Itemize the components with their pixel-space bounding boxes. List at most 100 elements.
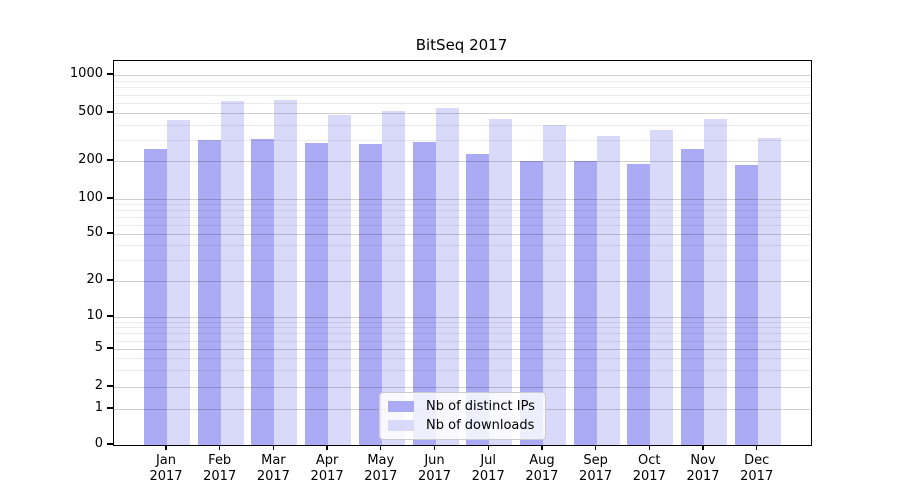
- major-gridline: [114, 317, 811, 318]
- minor-gridline: [114, 80, 811, 82]
- minor-gridline: [114, 224, 811, 226]
- minor-gridline: [114, 327, 811, 329]
- bar-downloads-may: [381, 110, 405, 445]
- y-tick-mark: [107, 197, 113, 199]
- minor-gridline: [114, 139, 811, 141]
- x-tick-label-mar: Mar 2017: [256, 453, 290, 484]
- x-tick-mark: [272, 444, 275, 450]
- minor-gridline: [114, 204, 811, 206]
- bar-distinct-ips-sep: [573, 161, 597, 445]
- y-tick-label: 20: [86, 272, 103, 287]
- plot-area: [113, 60, 812, 446]
- y-tick-mark: [107, 407, 113, 409]
- x-tick-mark: [380, 444, 382, 450]
- minor-gridline: [114, 245, 811, 247]
- y-tick-mark: [107, 159, 113, 161]
- major-gridline: [114, 234, 811, 235]
- legend-swatch-downloads-icon: [388, 420, 414, 431]
- major-gridline: [114, 199, 811, 200]
- y-tick-mark: [107, 385, 113, 387]
- bar-distinct-ips-feb: [197, 139, 221, 445]
- y-tick-label: 500: [78, 104, 103, 119]
- x-tick-mark: [648, 444, 650, 450]
- x-tick-label-sep: Sep 2017: [579, 453, 613, 484]
- minor-gridline: [114, 370, 811, 372]
- bar-downloads-mar: [274, 99, 298, 445]
- y-tick-mark: [107, 111, 113, 113]
- bar-downloads-feb: [220, 101, 244, 445]
- bar-downloads-dec: [757, 138, 781, 445]
- minor-gridline: [114, 210, 811, 212]
- y-tick-mark: [107, 315, 113, 317]
- major-gridline: [114, 349, 811, 350]
- major-gridline: [114, 281, 811, 282]
- bar-distinct-ips-nov: [681, 149, 704, 445]
- y-tick-label: 200: [78, 152, 103, 167]
- major-gridline: [114, 387, 811, 388]
- bar-distinct-ips-oct: [627, 163, 651, 445]
- bar-distinct-ips-jul: [466, 153, 490, 445]
- y-tick-label: 1: [94, 400, 103, 415]
- chart-title: BitSeq 2017: [415, 36, 508, 54]
- x-tick-mark: [541, 444, 543, 450]
- minor-gridline: [114, 260, 811, 262]
- x-tick-label-apr: Apr 2017: [310, 453, 344, 484]
- x-tick-mark: [326, 444, 328, 450]
- bar-distinct-ips-jun: [412, 141, 436, 445]
- legend-label-distinct-ips: Nb of distinct IPs: [426, 399, 535, 414]
- x-tick-mark: [702, 444, 704, 450]
- minor-gridline: [114, 124, 811, 126]
- y-tick-label: 100: [78, 190, 103, 205]
- bar-downloads-aug: [542, 124, 566, 445]
- y-tick-mark: [107, 443, 113, 445]
- legend-row-distinct-ips: Nb of distinct IPs: [388, 399, 535, 414]
- x-tick-label-jan: Jan 2017: [149, 453, 183, 484]
- y-tick-label: 1000: [69, 66, 103, 81]
- minor-gridline: [114, 87, 811, 89]
- legend-swatch-distinct-ips-icon: [388, 401, 414, 412]
- bar-distinct-ips-dec: [734, 165, 758, 445]
- legend: Nb of distinct IPs Nb of downloads: [379, 392, 546, 440]
- bar-distinct-ips-may: [358, 144, 382, 445]
- x-tick-label-oct: Oct 2017: [632, 453, 666, 484]
- y-tick-label: 5: [94, 340, 103, 355]
- x-tick-mark: [219, 444, 221, 450]
- y-tick-label: 10: [86, 308, 103, 323]
- bar-downloads-jun: [435, 107, 459, 445]
- x-tick-label-nov: Nov 2017: [686, 453, 720, 484]
- x-tick-label-aug: Aug 2017: [525, 453, 559, 484]
- bar-distinct-ips-aug: [519, 161, 543, 445]
- bar-downloads-jan: [167, 119, 190, 445]
- bar-distinct-ips-apr: [305, 143, 329, 445]
- minor-gridline: [114, 94, 811, 96]
- x-tick-mark: [487, 444, 489, 450]
- x-tick-mark: [756, 444, 758, 450]
- bar-distinct-ips-jan: [144, 149, 167, 445]
- x-tick-label-may: May 2017: [364, 453, 398, 484]
- bar-downloads-nov: [704, 118, 727, 445]
- minor-gridline: [114, 217, 811, 218]
- y-tick-label: 0: [94, 436, 103, 451]
- y-tick-mark: [107, 279, 113, 281]
- y-tick-mark: [107, 232, 113, 234]
- minor-gridline: [114, 340, 811, 342]
- y-tick-label: 50: [86, 225, 103, 240]
- x-tick-mark: [165, 444, 167, 450]
- bar-downloads-oct: [650, 130, 674, 445]
- major-gridline: [114, 75, 811, 76]
- bar-distinct-ips-mar: [251, 138, 275, 445]
- major-gridline: [114, 113, 811, 114]
- x-tick-mark: [433, 444, 436, 450]
- y-tick-label: 2: [94, 378, 103, 393]
- x-tick-label-jun: Jun 2017: [417, 453, 452, 484]
- bar-downloads-jul: [489, 118, 513, 445]
- y-tick-mark: [107, 347, 113, 349]
- x-tick-label-feb: Feb 2017: [203, 453, 237, 484]
- x-tick-mark: [594, 444, 597, 450]
- bar-downloads-apr: [328, 115, 352, 445]
- minor-gridline: [114, 321, 811, 323]
- minor-gridline: [114, 358, 811, 360]
- major-gridline: [114, 161, 811, 162]
- bar-downloads-sep: [596, 136, 620, 445]
